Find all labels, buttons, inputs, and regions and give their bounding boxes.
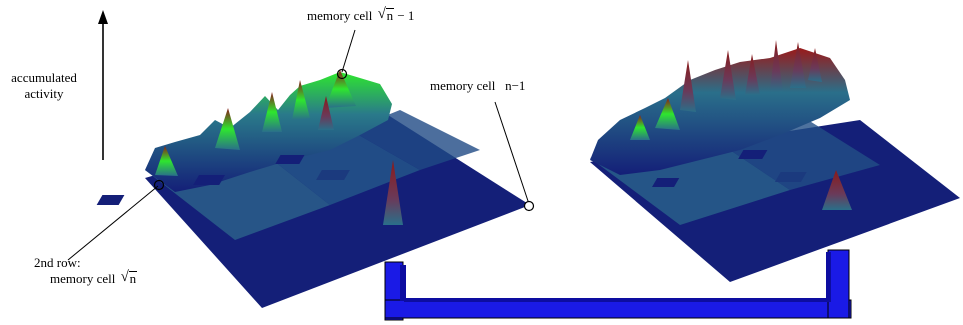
axis-label-line1: accumulated [11, 70, 77, 85]
last-cell-label: memory cell n−1 [430, 78, 525, 94]
axis-label-line2: activity [24, 86, 64, 101]
second-row-radicand: n [128, 271, 138, 286]
top-cell-suffix: − 1 [397, 8, 415, 23]
second-row-line1: 2nd row: [34, 255, 81, 270]
top-cell-radicand: n [385, 8, 395, 23]
second-row-prefix: memory cell [50, 271, 116, 286]
sqrt-symbol: √ n [120, 269, 138, 286]
right-activity-surface [590, 40, 960, 282]
top-cell-prefix: memory cell [307, 8, 373, 23]
marker-second-row [67, 179, 165, 261]
last-cell-value: n−1 [505, 78, 526, 93]
last-cell-prefix: memory cell [430, 78, 496, 93]
second-row-label: 2nd row: memory cell √ n [34, 255, 138, 287]
activity-axis-arrow [98, 10, 108, 160]
marker-top-cell [336, 29, 356, 80]
left-activity-surface [96, 70, 530, 308]
row-connector-bar [384, 249, 852, 321]
sqrt-symbol: √ n [377, 6, 395, 23]
top-cell-label: memory cell √ n − 1 [307, 6, 415, 24]
marker-last-cell [494, 101, 535, 212]
axis-label: accumulated activity [4, 70, 84, 102]
